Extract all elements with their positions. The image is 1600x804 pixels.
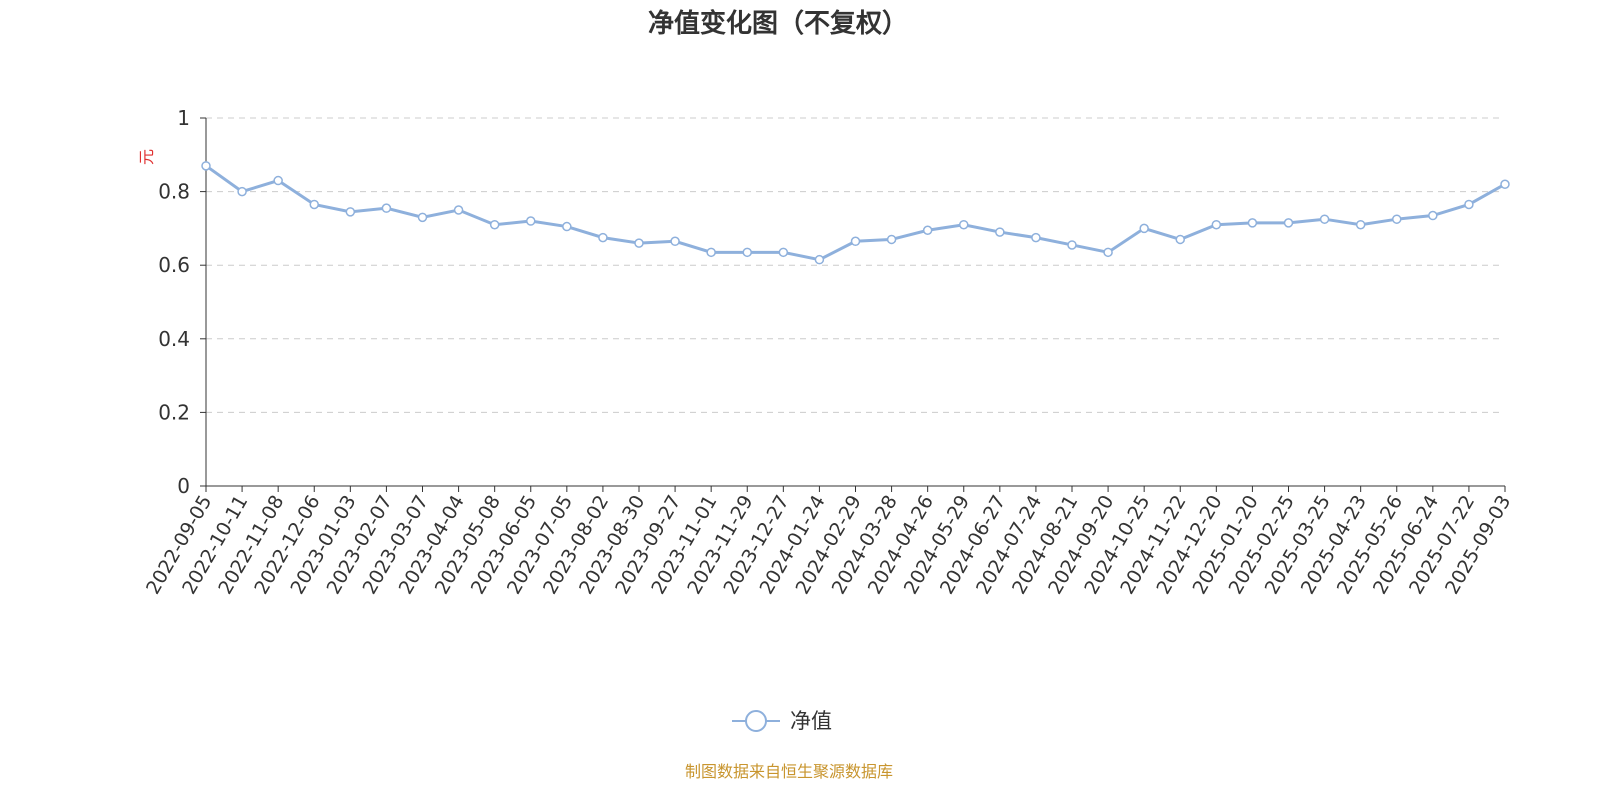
point xyxy=(526,216,536,226)
point xyxy=(1392,214,1402,224)
point xyxy=(345,207,356,217)
point xyxy=(201,161,211,171)
point xyxy=(1175,234,1185,245)
y-tick-label: 0.2 xyxy=(158,400,190,424)
point xyxy=(814,254,825,265)
point xyxy=(706,247,716,258)
point xyxy=(634,238,644,248)
point xyxy=(489,219,500,230)
point xyxy=(453,205,464,215)
point xyxy=(1103,247,1113,258)
point xyxy=(1211,219,1222,230)
point xyxy=(778,247,789,258)
point xyxy=(381,203,392,213)
point xyxy=(742,247,752,258)
point xyxy=(1031,232,1041,243)
y-tick-label: 0.6 xyxy=(158,253,190,277)
point xyxy=(309,199,319,210)
point xyxy=(1464,199,1474,210)
y-tick-label: 0.8 xyxy=(158,180,190,204)
point xyxy=(670,236,680,247)
point xyxy=(417,212,428,223)
point xyxy=(562,221,572,232)
source-note: 制图数据来自恒生聚源数据库 xyxy=(685,762,893,781)
legend-label: 净值 xyxy=(790,709,832,733)
point xyxy=(922,225,933,235)
y-axis-label: 元 xyxy=(137,149,156,165)
point xyxy=(598,232,608,243)
point xyxy=(1283,218,1294,228)
point xyxy=(1139,223,1149,234)
point xyxy=(1500,179,1510,189)
point xyxy=(886,234,897,245)
point xyxy=(1319,214,1330,224)
point xyxy=(273,175,283,186)
point xyxy=(959,219,969,230)
point xyxy=(1355,219,1366,230)
point xyxy=(850,236,861,247)
point xyxy=(1067,240,1077,250)
point xyxy=(1247,218,1258,228)
y-tick-label: 1 xyxy=(177,106,190,130)
y-tick-label: 0 xyxy=(177,474,190,498)
point xyxy=(237,186,247,197)
y-tick-label: 0.4 xyxy=(158,327,190,351)
point xyxy=(1428,210,1438,221)
point xyxy=(995,227,1005,237)
legend-marker xyxy=(745,710,767,732)
chart-title: 净值变化图（不复权） xyxy=(648,8,908,39)
